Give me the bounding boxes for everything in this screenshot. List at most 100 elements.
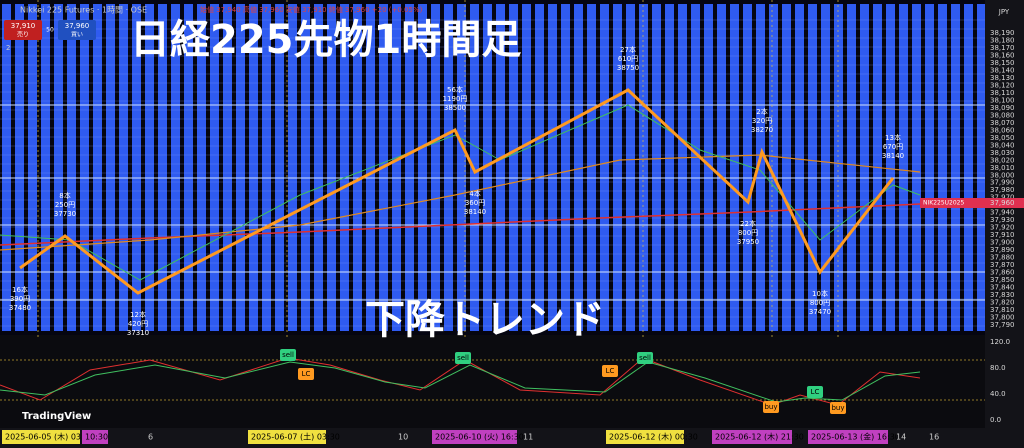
price-tick-label: 38,040 [990,141,1015,149]
price-tick-label: 38,140 [990,66,1015,74]
stripe [860,4,869,331]
price-tick-label: 38,050 [990,134,1015,142]
pivot-label: 13本 [885,133,901,142]
date-badge [2,430,80,444]
stripe [2,4,11,331]
sell-price: 37,910 [11,22,36,30]
stripe [210,4,219,331]
date-label: 2025-06-12 (木) 00:30 [609,432,698,442]
price-tick-label: 37,790 [990,321,1015,329]
price-tick-label: 37,820 [990,299,1015,307]
date-label: 16 [929,433,939,442]
zigzag [19,88,895,295]
stripe [665,4,674,331]
pivot-label: 10本 [812,289,828,298]
date-label: 2025-06-13 (金) 16:30 [811,432,900,442]
price-tick-label: 38,110 [990,89,1015,97]
stripe [600,4,609,331]
date-label: 10:30 [85,433,108,442]
pivot-label: 320円 [752,117,772,125]
logo: TradingView [22,411,91,422]
date-badge [712,430,792,444]
stripe [756,4,765,331]
date-label: 2025-06-12 (木) 21:30 [715,432,804,442]
pivot-label: 800円 [810,299,830,307]
buy-box [58,20,96,40]
price-tick-label: 37,920 [990,224,1015,232]
price-tick-label: 38,060 [990,126,1015,134]
stripe [951,4,960,331]
stripe [197,4,206,331]
buy-price: 37,960 [65,22,90,30]
osc-tick-label: 40.0 [990,390,1006,398]
price-tick-label: 38,070 [990,119,1015,127]
stripe [54,4,63,331]
signal-label: buy [764,403,777,411]
pivot-label: 250円 [55,201,75,209]
stripe [626,4,635,331]
stripe [587,4,596,331]
pivot-label: 38750 [617,64,639,72]
stripe [106,4,115,331]
signal-badge [280,349,296,361]
stripe [938,4,947,331]
stripe [691,4,700,331]
stripe [678,4,687,331]
price-tick-label: 38,000 [990,171,1015,179]
stripe [613,4,622,331]
pivot-label: 360円 [465,199,485,207]
stripe [431,4,440,331]
signal-badge [637,352,653,364]
price-tick-label: 37,930 [990,216,1015,224]
stripe [41,4,50,331]
stripe [158,4,167,331]
stripe [574,4,583,331]
stripe [964,4,973,331]
price-tick-label: 38,100 [990,96,1015,104]
price-tick-label: 38,170 [990,44,1015,52]
signal-label: sell [639,354,651,362]
pivot-label: 38270 [751,126,773,134]
price-tick-label: 37,990 [990,179,1015,187]
stripe [301,4,310,331]
stripe [340,4,349,331]
ma-green [0,104,921,281]
sell-box [4,20,42,40]
stripe [119,4,128,331]
price-tick-label: 37,860 [990,269,1015,277]
buy-label: 買い [71,32,83,39]
pivot-label: 37310 [127,329,149,337]
stripe [171,4,180,331]
date-label: 14 [896,433,906,442]
stripe [249,4,258,331]
pivot-label: 38140 [464,208,486,216]
price-tick-label: 38,030 [990,149,1015,157]
signal-badge [763,401,779,413]
stripe [535,4,544,331]
symbol: Nikkei 225 Futures · 1時間 · OSE [20,6,147,15]
stripe [769,4,778,331]
date-label: 2025-06-10 (火) 16:30 [435,433,524,442]
price-tick-label: 37,940 [990,209,1015,217]
price-tick-label: 38,160 [990,51,1015,59]
price-tick-label: 37,900 [990,239,1015,247]
pivot-label: 420円 [128,320,148,328]
stripe [132,4,141,331]
date-badge [432,430,517,444]
stripe [223,4,232,331]
stripe [353,4,362,331]
signal-label: sell [457,354,469,362]
osc-panel [0,338,985,426]
stripe [496,4,505,331]
pivot-label: 2本 [756,107,767,116]
stripe [782,4,791,331]
pivot-label: 8本 [59,191,70,200]
stripe [444,4,453,331]
stripe [145,4,154,331]
stripe [418,4,427,331]
stripe [561,4,570,331]
stripe [717,4,726,331]
pivot-label: 670円 [883,143,903,151]
